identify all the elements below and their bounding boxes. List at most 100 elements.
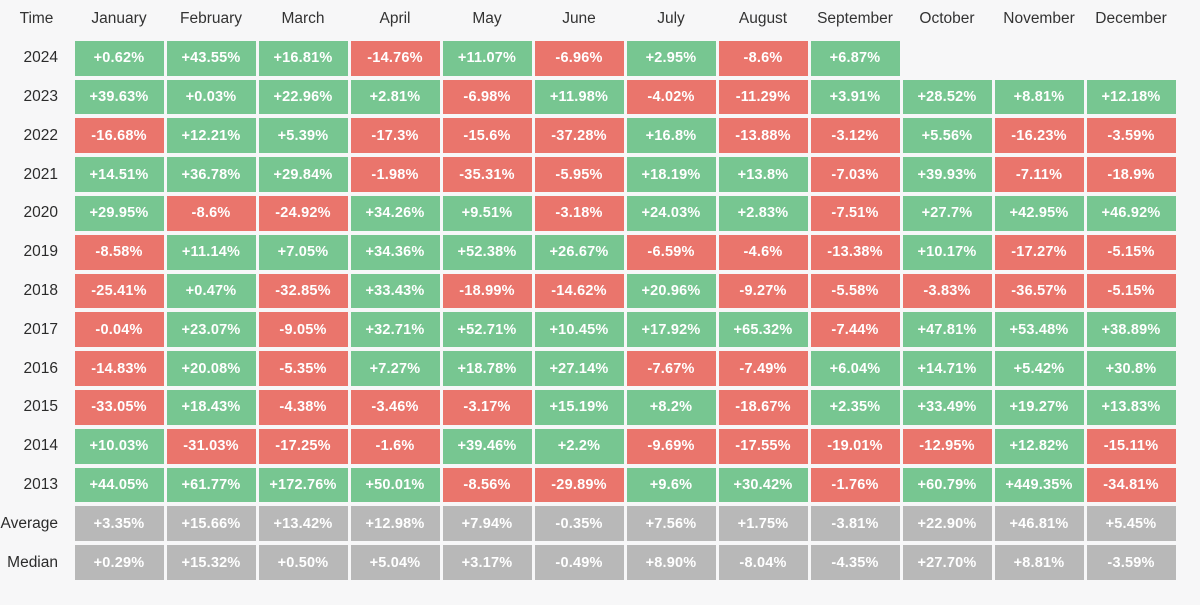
return-cell: -0.49% (534, 545, 624, 580)
return-cell: +3.17% (442, 545, 532, 580)
return-cell: +13.8% (718, 157, 808, 192)
return-cell: -6.96% (534, 40, 624, 76)
return-cell: -3.59% (1086, 118, 1176, 154)
return-cell: +0.47% (166, 273, 256, 309)
return-cell: +8.81% (994, 79, 1084, 115)
return-cell: +16.8% (626, 118, 716, 154)
row-label-2020: 2020 (23, 204, 58, 222)
return-cell: +23.07% (166, 312, 256, 348)
return-cell: +39.46% (442, 428, 532, 464)
return-cell: +8.81% (994, 545, 1084, 580)
return-cell: -17.55% (718, 428, 808, 464)
return-cell: +11.14% (166, 234, 256, 270)
return-cell: -15.6% (442, 118, 532, 154)
return-cell: +5.04% (350, 545, 440, 580)
return-cell: -5.15% (1086, 273, 1176, 309)
return-cell: +60.79% (902, 467, 992, 503)
return-cell: +27.70% (902, 545, 992, 580)
return-cell: +2.81% (350, 79, 440, 115)
return-cell: +47.81% (902, 312, 992, 348)
row-label-2018: 2018 (23, 281, 58, 299)
return-cell: -15.11% (1086, 428, 1176, 464)
return-cell: -13.38% (810, 234, 900, 270)
return-cell: +7.05% (258, 234, 348, 270)
return-cell: +29.95% (74, 195, 164, 231)
return-cell: +449.35% (994, 467, 1084, 503)
return-cell: -24.92% (258, 195, 348, 231)
return-cell: -19.01% (810, 428, 900, 464)
month-header-december: December (1095, 10, 1167, 28)
return-cell: -8.04% (718, 545, 808, 580)
row-label-2021: 2021 (23, 165, 58, 183)
return-cell: -7.49% (718, 351, 808, 386)
return-cell: +39.93% (902, 157, 992, 192)
return-cell: +10.17% (902, 234, 992, 270)
month-header-june: June (562, 10, 596, 28)
return-cell: -25.41% (74, 273, 164, 309)
month-header-july: July (657, 10, 685, 28)
return-cell: -0.04% (74, 312, 164, 348)
return-cell: +39.63% (74, 79, 164, 115)
return-cell: +6.04% (810, 351, 900, 386)
return-cell: +14.71% (902, 351, 992, 386)
month-header-august: August (738, 10, 788, 28)
return-cell: +22.90% (902, 506, 992, 542)
return-cell: +36.78% (166, 157, 256, 192)
return-cell: +8.2% (626, 389, 716, 425)
return-cell: -34.81% (1086, 467, 1176, 503)
return-cell: +44.05% (74, 467, 164, 503)
return-cell: -7.03% (810, 157, 900, 192)
month-header-april: April (379, 10, 411, 28)
month-header-february: February (179, 10, 243, 28)
return-cell: +2.2% (534, 428, 624, 464)
return-cell: +34.36% (350, 234, 440, 270)
return-cell: -6.59% (626, 234, 716, 270)
return-cell: -35.31% (442, 157, 532, 192)
return-cell: +32.71% (350, 312, 440, 348)
return-cell: +24.03% (626, 195, 716, 231)
return-cell: +29.84% (258, 157, 348, 192)
return-cell: +10.45% (534, 312, 624, 348)
empty-cell (903, 41, 992, 76)
return-cell: -9.27% (718, 273, 808, 309)
return-cell: +7.94% (442, 506, 532, 542)
row-label-median: Median (7, 553, 58, 571)
return-cell: +19.27% (994, 389, 1084, 425)
return-cell: -5.15% (1086, 234, 1176, 270)
return-cell: -16.68% (74, 118, 164, 154)
return-cell: +33.43% (350, 273, 440, 309)
return-cell: +13.42% (258, 506, 348, 542)
return-cell: +9.51% (442, 195, 532, 231)
return-cell: -7.51% (810, 195, 900, 231)
row-label-2013: 2013 (23, 475, 58, 493)
return-cell: -9.05% (258, 312, 348, 348)
row-label-average: Average (0, 514, 58, 532)
return-cell: -11.29% (718, 79, 808, 115)
return-cell: -17.3% (350, 118, 440, 154)
row-label-2023: 2023 (23, 87, 58, 105)
monthly-returns-heatmap: Time January February March April May June Jul… (0, 10, 1176, 580)
row-label-2019: 2019 (23, 243, 58, 261)
row-label-2014: 2014 (23, 437, 58, 455)
return-cell: -8.58% (74, 234, 164, 270)
return-cell: +5.45% (1086, 506, 1176, 542)
return-cell: +5.56% (902, 118, 992, 154)
month-header-may: May (472, 10, 502, 28)
return-cell: -4.35% (810, 545, 900, 580)
return-cell: -5.58% (810, 273, 900, 309)
empty-cell (1087, 41, 1176, 76)
return-cell: +20.08% (166, 351, 256, 386)
return-cell: +17.92% (626, 312, 716, 348)
row-label-2017: 2017 (23, 320, 58, 338)
return-cell: +15.66% (166, 506, 256, 542)
return-cell: -8.6% (718, 40, 808, 76)
return-cell: +16.81% (258, 40, 348, 76)
return-cell: -37.28% (534, 118, 624, 154)
return-cell: +172.76% (258, 467, 348, 503)
row-label-2016: 2016 (23, 359, 58, 377)
return-cell: +3.91% (810, 79, 900, 115)
return-cell: +0.03% (166, 79, 256, 115)
return-cell: +43.55% (166, 40, 256, 76)
return-cell: +46.81% (994, 506, 1084, 542)
return-cell: +26.67% (534, 234, 624, 270)
